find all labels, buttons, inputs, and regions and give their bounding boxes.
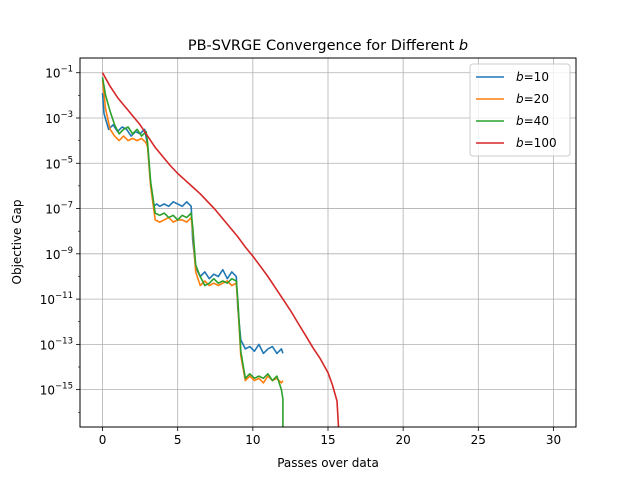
x-tick-label: 15 xyxy=(320,433,335,447)
legend-entry: b=100 xyxy=(516,136,557,150)
y-axis-ticks: 10−1 10−3 10−5 10−7 10−9 10−11 10−13 10−15 xyxy=(40,65,80,413)
y-tick-label: 10−5 xyxy=(45,155,73,171)
x-axis-ticks: 0 5 10 15 20 25 30 xyxy=(99,427,561,447)
y-tick-label: 10−13 xyxy=(40,336,73,352)
x-tick-label: 5 xyxy=(174,433,182,447)
grid-lines xyxy=(80,58,576,427)
legend-entry: b=10 xyxy=(516,70,549,84)
legend-entry: b=20 xyxy=(516,92,549,106)
x-tick-label: 0 xyxy=(99,433,107,447)
series-line-b-40 xyxy=(101,77,284,427)
y-tick-label: 10−3 xyxy=(45,110,73,126)
y-tick-label: 10−11 xyxy=(40,291,73,307)
chart-title: PB-SVRGE Convergence for Different b xyxy=(188,38,468,54)
x-axis-label: Passes over data xyxy=(277,456,379,470)
y-axis-label: Objective Gap xyxy=(10,200,24,285)
series-line-b-100 xyxy=(101,72,340,427)
legend: b=10 b=20 b=40 b=100 xyxy=(469,63,571,157)
y-tick-label: 10−9 xyxy=(45,246,73,262)
y-tick-label: 10−1 xyxy=(45,65,73,81)
legend-entry: b=40 xyxy=(516,114,549,128)
plot-series xyxy=(101,72,340,427)
x-tick-label: 20 xyxy=(396,433,411,447)
x-tick-label: 25 xyxy=(471,433,486,447)
x-tick-label: 30 xyxy=(546,433,561,447)
x-tick-label: 10 xyxy=(245,433,260,447)
y-tick-label: 10−15 xyxy=(40,382,73,398)
y-tick-label: 10−7 xyxy=(45,201,73,217)
legend-box xyxy=(469,63,571,157)
